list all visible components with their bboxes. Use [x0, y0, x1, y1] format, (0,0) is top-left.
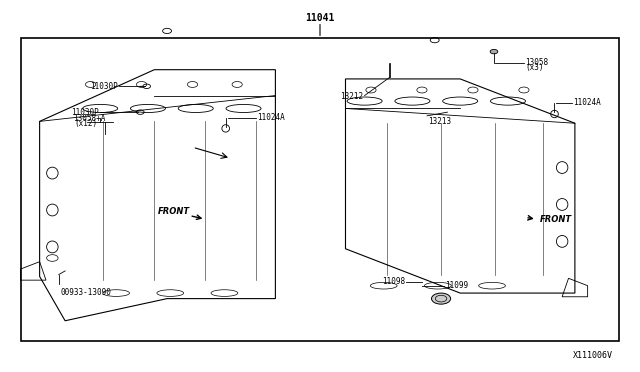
Text: 00933-13090: 00933-13090	[60, 288, 111, 296]
Text: FRONT: FRONT	[540, 215, 572, 224]
Text: (x3): (x3)	[525, 63, 544, 72]
Text: 11024A: 11024A	[573, 99, 601, 108]
Text: 11030P: 11030P	[71, 108, 99, 117]
Text: 13058: 13058	[525, 58, 548, 67]
Text: 11098: 11098	[381, 278, 404, 286]
Circle shape	[431, 293, 451, 304]
Text: X111006V: X111006V	[573, 351, 613, 360]
Text: (x12): (x12)	[75, 119, 98, 128]
Text: 13058+A: 13058+A	[73, 114, 105, 123]
Circle shape	[490, 49, 498, 54]
Text: 11041: 11041	[305, 13, 335, 23]
Text: 11024A: 11024A	[257, 113, 285, 122]
Text: 13213: 13213	[428, 116, 451, 126]
Text: 11099: 11099	[445, 281, 468, 290]
Text: FRONT: FRONT	[157, 206, 189, 216]
Text: 13212: 13212	[340, 92, 364, 101]
Text: 11030P: 11030P	[90, 82, 118, 91]
